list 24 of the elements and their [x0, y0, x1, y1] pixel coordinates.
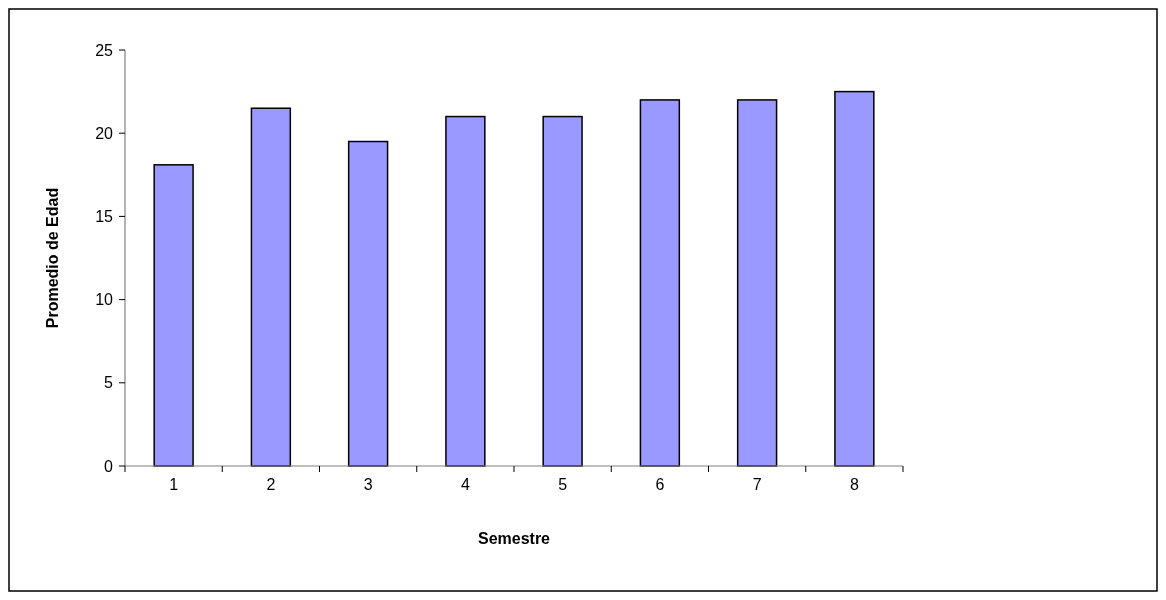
x-axis-title: Semestre: [477, 530, 551, 547]
bar: [153, 164, 194, 467]
bar: [639, 99, 681, 467]
y-tick-label: 15: [95, 208, 114, 225]
y-tick-label: 20: [95, 124, 114, 142]
y-tick-label: 5: [104, 374, 114, 392]
y-tick-label: 25: [95, 41, 114, 59]
bar: [445, 115, 486, 467]
bar: [736, 99, 778, 467]
bar: [542, 115, 583, 467]
x-tick-label: 8: [849, 476, 859, 493]
x-tick-label: 7: [752, 476, 762, 493]
y-tick-label: 10: [95, 291, 114, 309]
y-tick-label: 0: [104, 457, 114, 475]
x-tick-label: 4: [460, 476, 470, 493]
x-tick-label: 2: [266, 476, 276, 493]
x-tick-label: 5: [558, 476, 568, 493]
bar: [834, 90, 875, 467]
x-tick-label: 6: [655, 476, 665, 493]
bar: [250, 107, 292, 467]
y-axis-title: Promedio de Edad: [44, 187, 61, 329]
x-tick-label: 3: [363, 476, 373, 493]
bar: [347, 140, 389, 467]
x-tick-label: 1: [169, 476, 179, 493]
